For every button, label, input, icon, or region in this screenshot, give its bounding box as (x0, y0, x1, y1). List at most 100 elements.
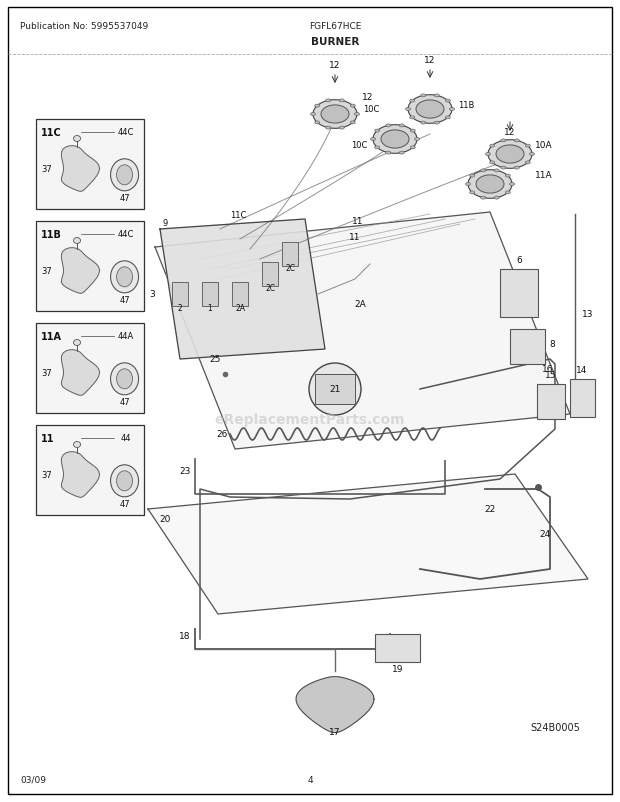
Text: 37: 37 (41, 471, 51, 480)
Text: 44: 44 (121, 433, 131, 443)
Ellipse shape (110, 261, 138, 294)
Text: 12: 12 (424, 56, 436, 65)
Ellipse shape (374, 130, 379, 133)
Text: 03/09: 03/09 (20, 775, 46, 784)
Text: FGFL67HCE: FGFL67HCE (309, 22, 361, 31)
Text: 11: 11 (41, 433, 55, 444)
Text: 37: 37 (41, 165, 51, 174)
Bar (232, 282, 248, 306)
Polygon shape (61, 249, 100, 294)
Bar (262, 263, 278, 286)
Ellipse shape (110, 363, 138, 395)
Text: 2C: 2C (265, 284, 275, 293)
Polygon shape (155, 213, 570, 449)
Ellipse shape (399, 125, 404, 128)
Text: 21: 21 (329, 385, 340, 394)
Ellipse shape (410, 130, 415, 133)
Text: 37: 37 (41, 267, 51, 276)
Text: 11: 11 (352, 217, 364, 226)
Ellipse shape (386, 125, 391, 128)
Text: 16: 16 (542, 365, 554, 374)
Text: 20: 20 (159, 515, 170, 524)
Ellipse shape (110, 465, 138, 497)
Bar (36, 221, 144, 312)
Bar (500, 269, 538, 318)
Text: 13: 13 (582, 310, 593, 319)
Text: 44C: 44C (118, 128, 134, 137)
Text: 22: 22 (484, 505, 495, 514)
Ellipse shape (529, 153, 534, 156)
Bar (537, 384, 565, 419)
Ellipse shape (445, 100, 450, 103)
Ellipse shape (117, 267, 133, 287)
Text: 2A: 2A (235, 304, 245, 313)
Ellipse shape (421, 122, 426, 125)
Ellipse shape (485, 153, 490, 156)
Ellipse shape (468, 171, 512, 199)
Polygon shape (61, 350, 100, 396)
Ellipse shape (373, 126, 417, 154)
Ellipse shape (494, 170, 499, 172)
Ellipse shape (313, 100, 357, 129)
Polygon shape (160, 220, 325, 359)
Text: 47: 47 (119, 295, 130, 305)
Ellipse shape (371, 138, 376, 141)
Text: 11B: 11B (458, 100, 474, 109)
Ellipse shape (74, 442, 81, 448)
Ellipse shape (501, 140, 506, 143)
Ellipse shape (505, 175, 510, 178)
Polygon shape (61, 452, 100, 498)
Ellipse shape (386, 152, 391, 155)
Text: 3: 3 (149, 290, 155, 299)
Text: 4: 4 (307, 775, 313, 784)
Ellipse shape (410, 100, 415, 103)
Ellipse shape (505, 192, 510, 195)
Ellipse shape (416, 101, 444, 119)
Ellipse shape (476, 176, 504, 194)
Ellipse shape (405, 108, 410, 111)
Bar (375, 634, 420, 662)
Ellipse shape (480, 196, 485, 200)
Ellipse shape (74, 136, 81, 142)
Text: eReplacementParts.com: eReplacementParts.com (215, 412, 405, 427)
Text: 15: 15 (545, 371, 557, 379)
Text: 47: 47 (119, 397, 130, 407)
Polygon shape (61, 147, 100, 192)
Text: 11C: 11C (41, 128, 62, 138)
Bar (36, 426, 144, 516)
Ellipse shape (480, 170, 485, 172)
Ellipse shape (525, 145, 530, 148)
Ellipse shape (445, 117, 450, 119)
Text: 2C: 2C (285, 264, 295, 273)
Ellipse shape (410, 117, 415, 119)
Ellipse shape (326, 99, 330, 103)
Ellipse shape (421, 95, 426, 98)
Ellipse shape (510, 184, 515, 186)
Ellipse shape (350, 122, 355, 125)
Bar (172, 282, 188, 306)
Ellipse shape (410, 147, 415, 150)
Text: 17: 17 (329, 727, 341, 736)
Ellipse shape (117, 472, 133, 491)
Ellipse shape (434, 95, 440, 98)
Ellipse shape (470, 192, 475, 195)
Ellipse shape (515, 140, 520, 143)
Bar (282, 243, 298, 267)
Ellipse shape (381, 131, 409, 149)
Ellipse shape (110, 160, 138, 192)
Bar (36, 323, 144, 414)
Text: S24B0005: S24B0005 (530, 722, 580, 732)
Text: 1: 1 (208, 304, 213, 313)
Bar (570, 379, 595, 418)
Ellipse shape (490, 162, 495, 164)
Text: 47: 47 (119, 499, 130, 508)
Text: 47: 47 (119, 193, 130, 203)
Ellipse shape (315, 105, 320, 108)
Text: 9: 9 (162, 219, 167, 228)
Bar (202, 282, 218, 306)
Ellipse shape (339, 127, 344, 130)
Text: 23: 23 (179, 467, 191, 476)
Text: 11A: 11A (535, 171, 552, 180)
Text: 11B: 11B (41, 229, 62, 240)
Ellipse shape (315, 122, 320, 125)
